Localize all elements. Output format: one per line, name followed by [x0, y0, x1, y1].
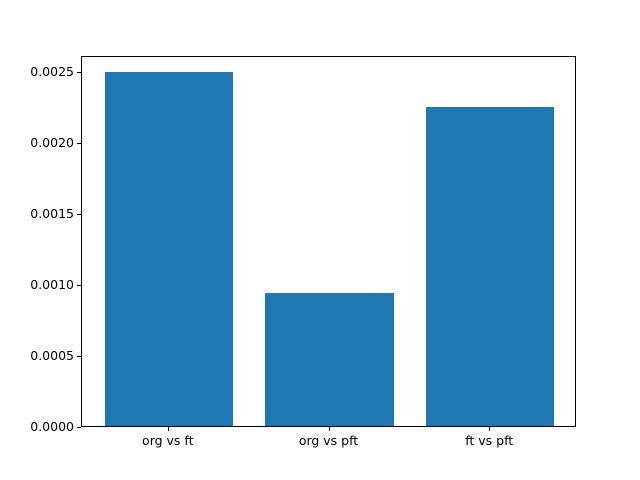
x-tick-label: ft vs pft: [465, 433, 514, 448]
y-tick-mark: [77, 213, 81, 215]
x-tick-label: org vs ft: [142, 433, 194, 448]
x-tick-label: org vs pft: [298, 433, 359, 448]
y-tick-label: 0.0025: [30, 64, 74, 80]
plot-area: [81, 56, 576, 427]
bars-layer: [82, 57, 575, 426]
bar-ft-vs-pft: [425, 106, 555, 426]
x-tick-mark: [328, 427, 330, 431]
y-tick-mark: [77, 71, 81, 73]
y-tick-label: 0.0005: [30, 348, 74, 363]
y-tick-label: 0.0010: [30, 277, 74, 293]
x-tick-mark: [167, 427, 169, 431]
bar-org-vs-ft: [104, 72, 234, 426]
y-tick-label: 0.0015: [30, 206, 74, 222]
y-tick-mark: [77, 426, 81, 428]
y-tick-mark: [77, 355, 81, 357]
x-tick-mark: [489, 427, 491, 431]
bar-org-vs-pft: [265, 292, 394, 426]
y-tick-label: 0.0020: [30, 135, 74, 151]
y-tick-mark: [77, 284, 81, 286]
y-tick-mark: [77, 142, 81, 144]
y-tick-label: 0.0000: [30, 419, 74, 434]
